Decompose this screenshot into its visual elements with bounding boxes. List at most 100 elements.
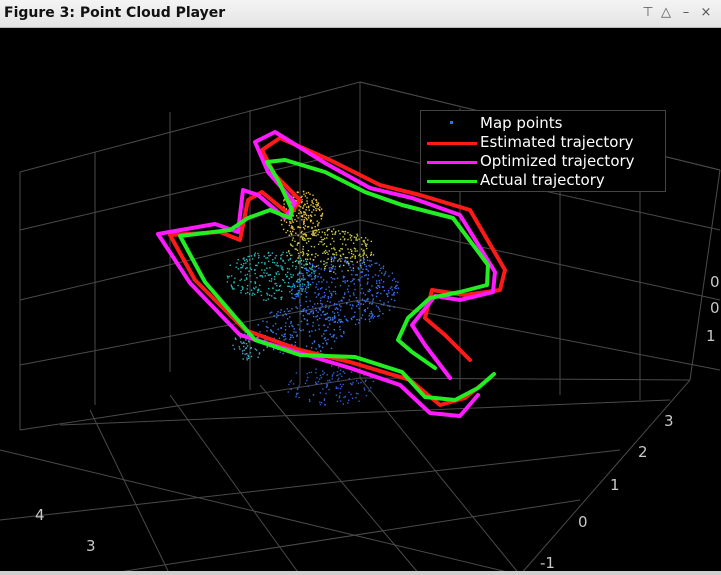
undock-icon[interactable]: △ (661, 5, 671, 20)
map-point (266, 346, 268, 348)
map-point (291, 228, 294, 230)
map-point (299, 257, 301, 259)
map-point (258, 288, 260, 290)
map-point (324, 265, 326, 268)
map-point (300, 304, 302, 307)
map-point (296, 293, 298, 296)
map-point (264, 339, 266, 341)
map-point (264, 262, 266, 264)
map-point (365, 245, 367, 247)
map-point (300, 231, 302, 234)
map-point (343, 330, 345, 333)
pin-icon[interactable]: ⊤ (642, 5, 654, 20)
map-point (321, 305, 323, 307)
map-point (339, 258, 341, 260)
map-point (351, 261, 353, 263)
map-point (350, 248, 352, 251)
map-point (275, 273, 278, 275)
map-point (300, 287, 302, 290)
map-point (330, 258, 333, 261)
map-point (377, 275, 380, 277)
map-point (343, 276, 346, 278)
map-point (268, 274, 270, 276)
map-point (305, 217, 308, 220)
map-point (361, 298, 364, 301)
map-point (335, 252, 337, 254)
map-point (351, 383, 353, 385)
map-point (339, 321, 342, 323)
map-point (394, 287, 396, 289)
map-point (349, 234, 351, 236)
map-point (331, 294, 333, 297)
map-point (306, 214, 308, 217)
window-bottom-edge (0, 571, 721, 575)
map-point (323, 263, 325, 265)
map-point (314, 266, 316, 268)
map-point (320, 215, 322, 217)
map-point (259, 275, 261, 277)
map-point (311, 272, 313, 274)
map-point (341, 270, 343, 272)
map-point (340, 305, 342, 308)
map-point (283, 339, 285, 341)
map-point (285, 221, 288, 223)
map-point (384, 271, 387, 273)
map-point (313, 233, 316, 235)
map-point (289, 230, 292, 233)
map-point (317, 294, 319, 296)
map-point (316, 319, 319, 321)
map-point (250, 289, 253, 291)
map-point (349, 237, 352, 239)
map-point (297, 257, 300, 259)
map-point (306, 219, 308, 221)
map-point (317, 203, 319, 206)
map-point (361, 243, 363, 246)
map-point (302, 238, 304, 241)
map-point (344, 230, 347, 233)
map-point (307, 306, 309, 308)
map-point (249, 293, 251, 295)
map-point (291, 324, 293, 327)
map-point (298, 290, 301, 292)
map-point (323, 399, 326, 401)
map-point (329, 319, 332, 321)
title-bar[interactable]: Figure 3: Point Cloud Player ⊤ △ – × (0, 0, 721, 28)
map-point (345, 261, 348, 263)
map-point (330, 276, 332, 279)
map-point (341, 230, 343, 233)
map-point (339, 309, 342, 311)
map-point (273, 262, 276, 264)
map-point (245, 267, 247, 270)
map-point (329, 301, 331, 303)
map-point (320, 276, 322, 279)
map-point (351, 304, 354, 306)
map-point (359, 263, 362, 265)
map-point (309, 400, 311, 402)
map-point (317, 302, 319, 305)
map-point (281, 296, 283, 298)
legend-item-optimized: Optimized trajectory (421, 152, 667, 171)
map-point (341, 248, 343, 250)
map-point (367, 307, 369, 309)
map-point (266, 321, 268, 323)
map-point (289, 220, 291, 223)
map-point (283, 206, 285, 208)
map-point (354, 248, 357, 250)
map-point (326, 230, 328, 232)
map-point (296, 285, 299, 287)
map-point (292, 336, 294, 339)
close-icon[interactable]: × (700, 5, 712, 20)
map-point (356, 380, 358, 382)
map-point (300, 236, 302, 238)
map-point (315, 253, 317, 255)
map-point (319, 401, 321, 403)
map-point (350, 317, 352, 320)
map-point (344, 315, 346, 318)
map-point (314, 214, 316, 216)
map-point (281, 266, 284, 268)
map-point (363, 387, 365, 389)
map-point (327, 258, 329, 260)
map-point (290, 336, 292, 338)
minimize-icon[interactable]: – (682, 5, 690, 20)
map-point (289, 310, 291, 312)
